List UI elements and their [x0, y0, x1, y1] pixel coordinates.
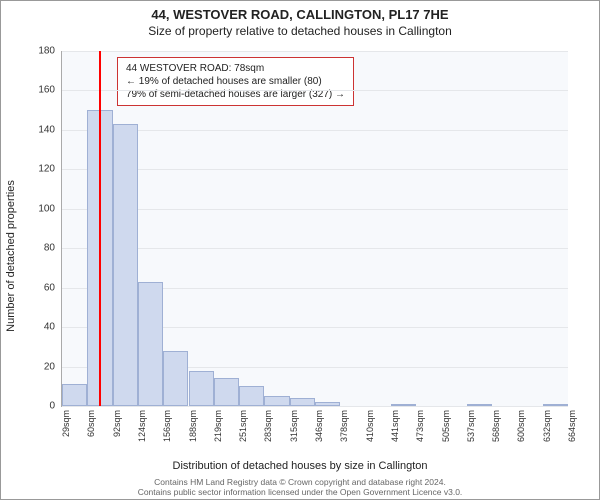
x-tick-label: 664sqm: [567, 410, 577, 450]
chart-subtitle: Size of property relative to detached ho…: [1, 24, 599, 38]
gridline: [62, 209, 568, 210]
x-tick-label: 441sqm: [390, 410, 400, 450]
y-tick-label: 120: [25, 164, 55, 175]
annotation-line2: ← 19% of detached houses are smaller (80…: [126, 75, 345, 88]
gridline: [62, 169, 568, 170]
histogram-bar: [214, 378, 239, 406]
y-tick-label: 60: [25, 282, 55, 293]
histogram-bar: [113, 124, 138, 406]
annotation-line1: 44 WESTOVER ROAD: 78sqm: [126, 62, 345, 75]
property-marker-line: [99, 51, 101, 406]
gridline: [62, 51, 568, 52]
gridline: [62, 130, 568, 131]
y-tick-label: 180: [25, 46, 55, 57]
y-tick-label: 80: [25, 243, 55, 254]
x-tick-label: 29sqm: [61, 410, 71, 450]
x-axis-label: Distribution of detached houses by size …: [1, 460, 599, 472]
x-tick-label: 505sqm: [441, 410, 451, 450]
gridline: [62, 248, 568, 249]
chart-container: 44, WESTOVER ROAD, CALLINGTON, PL17 7HE …: [0, 0, 600, 500]
footer-line2: Contains public sector information licen…: [1, 487, 599, 497]
histogram-bar: [239, 386, 264, 406]
histogram-bar: [189, 371, 214, 407]
plot-area: 44 WESTOVER ROAD: 78sqm ← 19% of detache…: [61, 51, 568, 407]
x-tick-label: 124sqm: [137, 410, 147, 450]
footer-line1: Contains HM Land Registry data © Crown c…: [1, 477, 599, 487]
x-tick-label: 346sqm: [314, 410, 324, 450]
y-tick-label: 40: [25, 322, 55, 333]
y-tick-label: 100: [25, 203, 55, 214]
histogram-bar: [391, 404, 416, 406]
x-tick-label: 410sqm: [365, 410, 375, 450]
y-tick-label: 0: [25, 401, 55, 412]
gridline: [62, 406, 568, 407]
x-tick-label: 378sqm: [339, 410, 349, 450]
x-tick-label: 156sqm: [162, 410, 172, 450]
y-tick-label: 20: [25, 361, 55, 372]
annotation-box: 44 WESTOVER ROAD: 78sqm ← 19% of detache…: [117, 57, 354, 106]
histogram-bar: [290, 398, 315, 406]
x-tick-label: 568sqm: [491, 410, 501, 450]
y-tick-label: 160: [25, 85, 55, 96]
x-tick-label: 315sqm: [289, 410, 299, 450]
y-axis-label: Number of detached properties: [5, 180, 17, 332]
x-tick-label: 283sqm: [263, 410, 273, 450]
histogram-bar: [62, 384, 87, 406]
histogram-bar: [163, 351, 188, 406]
gridline: [62, 90, 568, 91]
y-tick-label: 140: [25, 124, 55, 135]
histogram-bar: [467, 404, 492, 406]
x-tick-label: 251sqm: [238, 410, 248, 450]
chart-title: 44, WESTOVER ROAD, CALLINGTON, PL17 7HE: [1, 7, 599, 22]
x-tick-label: 600sqm: [516, 410, 526, 450]
x-tick-label: 188sqm: [188, 410, 198, 450]
x-tick-label: 92sqm: [112, 410, 122, 450]
histogram-bar: [315, 402, 340, 406]
histogram-bar: [138, 282, 163, 406]
x-tick-label: 219sqm: [213, 410, 223, 450]
x-tick-label: 60sqm: [86, 410, 96, 450]
x-tick-label: 632sqm: [542, 410, 552, 450]
attribution-footer: Contains HM Land Registry data © Crown c…: [1, 477, 599, 497]
x-tick-label: 473sqm: [415, 410, 425, 450]
histogram-bar: [543, 404, 568, 406]
x-tick-label: 537sqm: [466, 410, 476, 450]
histogram-bar: [264, 396, 289, 406]
